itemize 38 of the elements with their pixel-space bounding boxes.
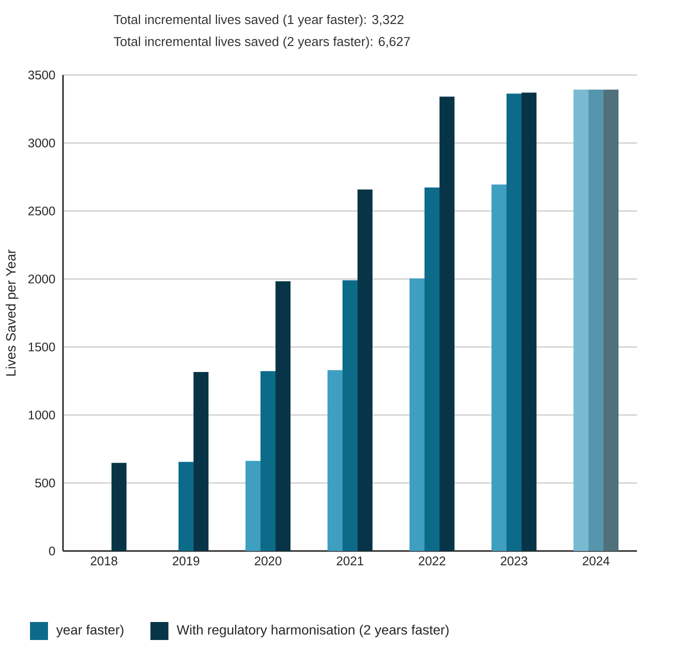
bar <box>574 90 589 551</box>
legend-label: year faster) <box>56 624 124 638</box>
bar <box>246 460 261 551</box>
x-tick-label: 2022 <box>418 556 446 566</box>
bar <box>328 370 343 551</box>
bar <box>276 281 291 551</box>
legend-label: With regulatory harmonisation (2 years faster) <box>176 624 449 638</box>
bar <box>342 280 358 551</box>
y-tick-label: 3500 <box>28 70 55 80</box>
chart-subtitle: Total incremental lives saved (2 years faster): 6,627 <box>114 36 410 49</box>
bar <box>604 90 619 551</box>
y-tick-label: 1000 <box>28 410 55 420</box>
y-axis-title: Lives Saved per Year <box>6 250 18 376</box>
y-tick-label: 500 <box>35 478 55 488</box>
bar <box>440 96 455 551</box>
bar <box>522 92 537 551</box>
x-tick-label: 2018 <box>90 556 118 566</box>
x-tick-label: 2024 <box>582 556 610 566</box>
bar <box>194 372 208 551</box>
bar <box>588 90 604 551</box>
x-tick-label: 2019 <box>172 556 200 566</box>
x-tick-label: 2021 <box>336 556 364 566</box>
bar <box>410 278 425 551</box>
x-tick-label: 2020 <box>254 556 282 566</box>
y-tick-label: 2500 <box>28 206 55 216</box>
bar <box>260 371 276 551</box>
chart-title: Total incremental lives saved (1 year faster): 3,322 <box>114 14 404 27</box>
y-tick-label: 1500 <box>28 342 55 352</box>
bar <box>506 94 522 551</box>
bar <box>112 462 126 551</box>
y-tick-label: 0 <box>49 546 55 556</box>
bar <box>178 462 194 551</box>
bar <box>424 187 440 551</box>
bar <box>358 190 373 551</box>
y-tick-label: 2000 <box>28 274 55 284</box>
y-tick-label: 3000 <box>28 138 55 148</box>
bar <box>492 184 507 551</box>
x-tick-label: 2023 <box>500 556 528 566</box>
